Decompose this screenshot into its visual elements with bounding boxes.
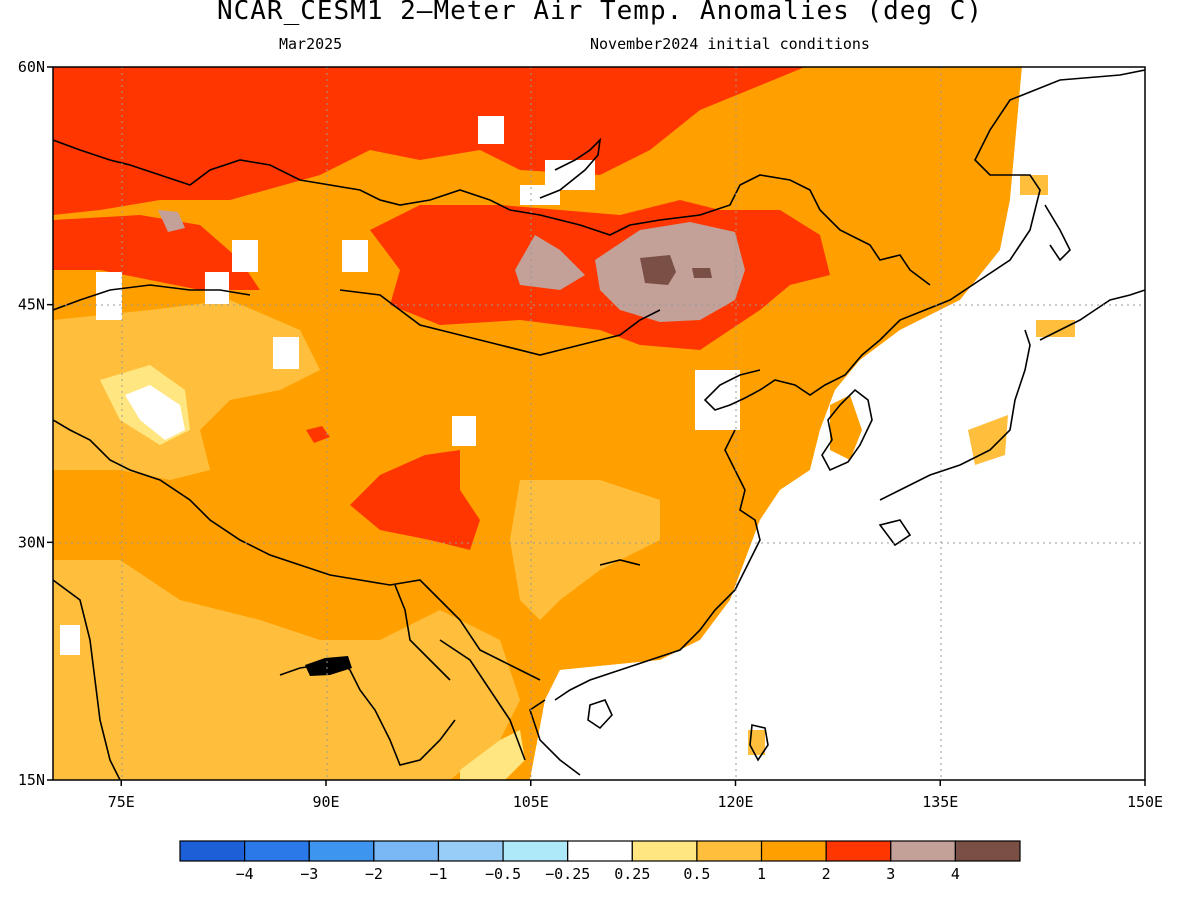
anomaly-fill xyxy=(53,67,1145,780)
colorbar-label: 3 xyxy=(886,865,895,883)
land-anomaly-3to4-c xyxy=(158,210,185,232)
map-frame xyxy=(52,66,1146,781)
colorbar-label: −2 xyxy=(365,865,383,883)
lon-tick-label: 75E xyxy=(108,793,135,811)
lon-tick-label: 105E xyxy=(513,793,549,811)
lat-tick-label: 60N xyxy=(18,58,45,76)
lat-tick-label: 30N xyxy=(18,533,45,551)
land-anomaly-2to3-small xyxy=(306,426,330,443)
land-anomaly-3to4-b xyxy=(515,235,585,290)
colorbar-swatch xyxy=(954,840,1021,862)
land-anomaly-0.5to1-south xyxy=(53,560,520,780)
colorbar-swatch xyxy=(308,840,375,862)
colorbar-label: 1 xyxy=(757,865,766,883)
colorbar-label: −0.25 xyxy=(545,865,590,883)
colorbar-swatch xyxy=(825,840,892,862)
colorbar-label: 0.5 xyxy=(683,865,710,883)
colorbar-swatch xyxy=(244,840,310,862)
colorbar-swatch xyxy=(437,840,504,862)
colorbar-label: −1 xyxy=(429,865,447,883)
japan-anomaly xyxy=(968,415,1008,465)
land-anomaly-0.5to1-central xyxy=(510,480,660,620)
land-anomaly-2to3-west xyxy=(53,215,260,290)
colorbar-swatch xyxy=(567,840,633,862)
delta-blot xyxy=(305,656,352,676)
sakhalin-anomaly xyxy=(1020,175,1048,195)
colorbar-swatch xyxy=(373,840,440,862)
initial-conditions-label: November2024 initial conditions xyxy=(590,35,870,53)
forecast-month: Mar2025 xyxy=(279,35,343,53)
korea-anomaly xyxy=(830,395,862,460)
lat-tick-label: 15N xyxy=(18,771,45,789)
land-anomaly-2to3-tibet xyxy=(350,450,480,550)
colorbar-label: −0.5 xyxy=(485,865,521,883)
lon-tick-label: 120E xyxy=(717,793,753,811)
colorbar-swatch xyxy=(890,840,956,862)
latitude-axis: 60N 45N 30N 15N xyxy=(18,58,53,789)
lon-tick-label: 150E xyxy=(1127,793,1163,811)
land-anomaly-near-zero xyxy=(125,385,185,440)
lon-tick-label: 90E xyxy=(312,793,339,811)
lat-tick-label: 45N xyxy=(18,296,45,314)
land-anomaly-0.5to1-west xyxy=(53,300,320,480)
colorbar-label: −4 xyxy=(236,865,254,883)
land-anomaly-above4-b xyxy=(692,268,712,278)
colorbar-swatch xyxy=(696,840,763,862)
colorbar-label: 0.25 xyxy=(614,865,650,883)
masked-cells xyxy=(60,116,740,655)
colorbar-label: 4 xyxy=(951,865,960,883)
colorbar-labels: −4 −3 −2 −1 −0.5 −0.25 0.25 0.5 1 2 3 4 xyxy=(236,865,960,883)
colorbar-swatch xyxy=(760,840,827,862)
colorbar-label: −3 xyxy=(300,865,318,883)
colorbar-swatch xyxy=(502,840,569,862)
lat-lon-grid xyxy=(53,67,1145,780)
coastlines xyxy=(53,69,1145,780)
map-title: NCAR_CESM1 2—Meter Air Temp. Anomalies (… xyxy=(216,0,984,26)
longitude-axis: 75E 90E 105E 120E 135E 150E xyxy=(108,780,1163,811)
lon-tick-label: 135E xyxy=(922,793,958,811)
land-anomaly-2to3-north xyxy=(53,67,805,215)
land-anomaly-above4 xyxy=(640,255,676,285)
colorbar-swatch xyxy=(631,840,698,862)
colorbar-label: 2 xyxy=(822,865,831,883)
colorbar-swatch xyxy=(179,840,246,862)
land-anomaly-0.25to0.5-south xyxy=(460,730,525,780)
hokkaido-anomaly xyxy=(1036,320,1075,337)
colorbar xyxy=(179,840,1021,862)
